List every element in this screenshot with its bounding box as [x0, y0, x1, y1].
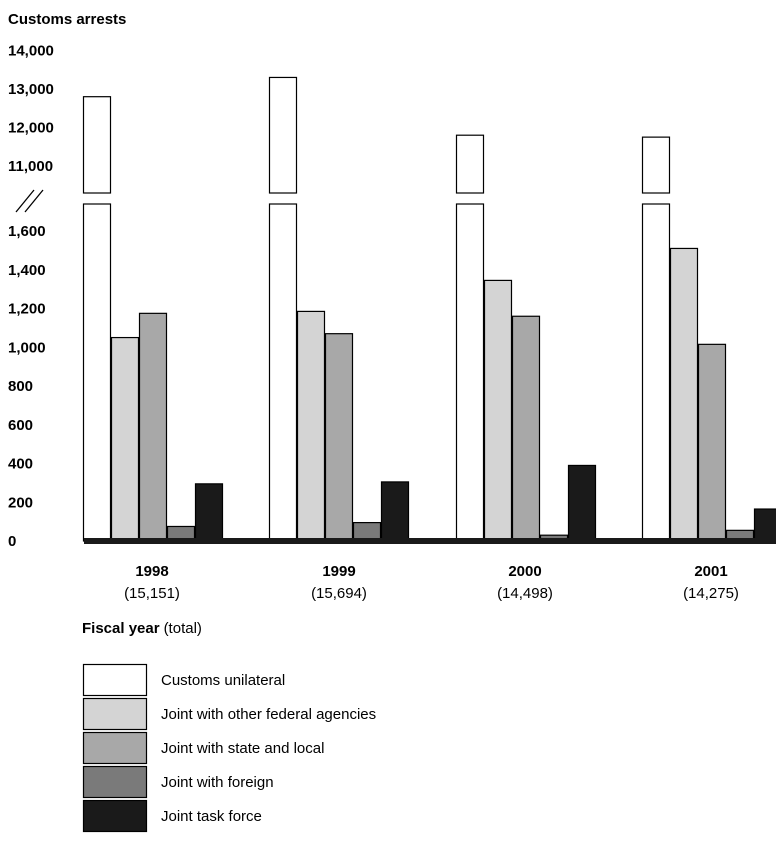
axis-break-symbol — [15, 189, 44, 213]
y-tick-label: 600 — [8, 417, 33, 434]
legend-label: Customs unilateral — [161, 672, 285, 689]
y-tick-label: 1,000 — [8, 339, 46, 356]
bar-joint-task-force — [753, 508, 776, 542]
x-axis-title-bold: Fiscal year — [82, 620, 160, 637]
y-axis-title: Customs arrests — [8, 11, 126, 28]
bars-group — [82, 76, 776, 542]
y-tick-label: 14,000 — [8, 43, 54, 60]
bar-customs-unilateral-lower — [82, 203, 112, 542]
x-tick-label: 1999 — [322, 563, 355, 580]
bar-joint-with-state-and-local — [697, 343, 727, 542]
bar-joint-task-force — [380, 481, 410, 542]
legend-swatch — [82, 731, 148, 765]
bar-customs-unilateral-upper — [82, 96, 112, 194]
y-tick-label: 800 — [8, 378, 33, 395]
bar-customs-unilateral-lower — [641, 203, 671, 542]
legend-swatch — [82, 663, 148, 697]
x-axis-title-suffix: (total) — [164, 620, 202, 637]
y-tick-label: 1,600 — [8, 223, 46, 240]
x-tick-label: 2000 — [508, 563, 541, 580]
x-tick-total: (15,151) — [124, 585, 180, 602]
legend-swatch — [82, 799, 148, 833]
y-tick-label: 200 — [8, 494, 33, 511]
category-labels: 1998 (15,151) 1999 (15,694) 2000 (14,498) 2001… — [124, 563, 739, 602]
x-tick-total: (14,498) — [497, 585, 553, 602]
bar-joint-with-state-and-local — [324, 333, 354, 542]
legend-swatch — [82, 765, 148, 799]
y-tick-label: 13,000 — [8, 81, 54, 98]
bar-customs-unilateral-upper — [641, 136, 671, 194]
bar-joint-with-state-and-local — [511, 315, 541, 542]
bar-joint-with-other-federal-agencies — [669, 247, 699, 542]
y-tick-label: 400 — [8, 456, 33, 473]
bar-joint-task-force — [194, 483, 224, 542]
legend: Customs unilateral Joint with other feder… — [82, 663, 376, 833]
y-tick-label: 0 — [8, 533, 16, 550]
bar-joint-with-other-federal-agencies — [296, 310, 326, 542]
y-ticks-lower: 0 200 400 600 800 1,000 1,200 1,400 1,600 — [8, 223, 46, 550]
legend-label: Joint with other federal agencies — [161, 706, 376, 723]
legend-label: Joint with state and local — [161, 740, 324, 757]
x-axis-baseline — [84, 538, 776, 544]
bar-customs-unilateral-upper — [455, 134, 485, 194]
legend-swatch — [82, 697, 148, 731]
bar-customs-unilateral-lower — [455, 203, 485, 542]
x-tick-total: (15,694) — [311, 585, 367, 602]
x-tick-label: 2001 — [694, 563, 727, 580]
x-tick-label: 1998 — [135, 563, 168, 580]
x-axis-title: Fiscal year (total) — [82, 620, 202, 637]
y-tick-label: 11,000 — [8, 158, 53, 175]
x-tick-total: (14,275) — [683, 585, 739, 602]
legend-label: Joint with foreign — [161, 774, 274, 791]
bar-joint-task-force — [567, 464, 597, 542]
bar-joint-with-other-federal-agencies — [483, 279, 513, 542]
bar-joint-with-other-federal-agencies — [110, 336, 140, 542]
y-ticks-upper: 11,000 12,000 13,000 14,000 — [8, 43, 54, 176]
legend-label: Joint task force — [161, 808, 262, 825]
y-tick-label: 12,000 — [8, 120, 54, 137]
bar-customs-unilateral-lower — [268, 203, 298, 542]
bar-customs-unilateral-upper — [268, 76, 298, 194]
y-tick-label: 1,200 — [8, 301, 46, 318]
y-tick-label: 1,400 — [8, 262, 46, 279]
bar-joint-with-state-and-local — [138, 312, 168, 542]
